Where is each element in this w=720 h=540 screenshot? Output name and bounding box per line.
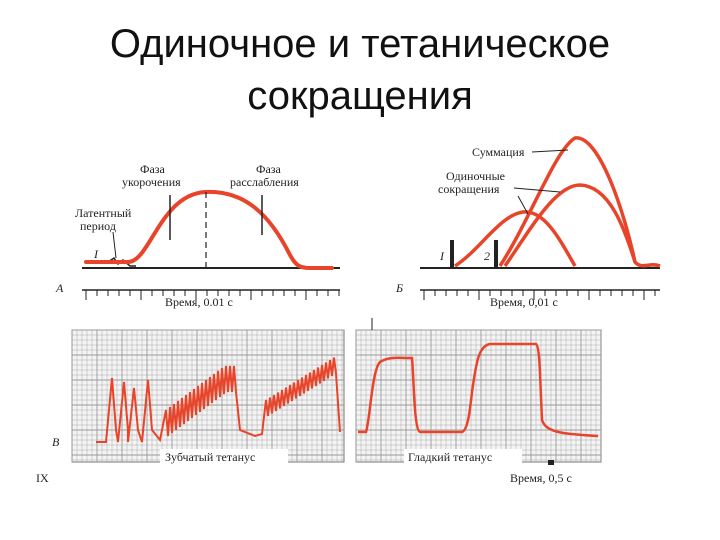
smooth-tetanus-trace-2	[444, 342, 599, 438]
panel-v-letter: В	[52, 435, 60, 449]
panel-b-single-pointer-2	[517, 195, 529, 215]
panel-b-summation-pointer	[531, 149, 569, 153]
panel-b-time-label: Время, 0,01 с	[490, 295, 558, 309]
panel-v: В Зубчатый тетанус Гладкий тетанус Время…	[36, 318, 602, 485]
title-line-2: сокращения	[247, 74, 473, 118]
panel-a-letter: А	[55, 281, 64, 295]
panel-b: I 2 Суммация Одиночные сокращения Б Врем…	[395, 136, 661, 309]
toothed-label-bg	[160, 449, 288, 464]
panel-a-time-label: Время, 0.01 с	[165, 295, 233, 309]
grid-lines	[71, 329, 602, 462]
panel-a-phase-short-2: укорочения	[122, 175, 181, 189]
toothed-tetanus-label: Зубчатый тетанус	[165, 450, 255, 464]
panel-b-twitch-2	[503, 183, 637, 267]
panel-b-single-2: сокращения	[438, 182, 500, 196]
slide-title: Одиночное и тетаническое сокращения	[0, 18, 720, 122]
panel-b-summation-label: Суммация	[472, 145, 525, 159]
smooth-label-bg	[404, 449, 522, 464]
panel-a-twitch-curve	[84, 189, 334, 270]
panel-b-single-1: Одиночные	[446, 169, 505, 183]
smooth-tetanus-trace-1	[358, 356, 444, 434]
panel-a-latent-1: Латентный	[75, 206, 132, 220]
panel-b-single-pointer-1	[513, 187, 561, 193]
panel-v-corner-mark: IX	[36, 471, 49, 485]
panel-a-phase-relax-2: расслабления	[230, 175, 299, 189]
panel-a-phase-relax-1: Фаза	[256, 162, 282, 176]
panel-a-latent-2: период	[80, 219, 116, 233]
panel-a-stim-number: I	[93, 247, 99, 261]
panel-b-twitch-1	[454, 210, 577, 268]
panel-a-time-ticks	[85, 290, 340, 300]
panel-b-stim-1-label: I	[439, 249, 445, 263]
panel-a: Фаза укорочения Фаза расслабления Латент…	[55, 162, 340, 309]
panel-b-time-ticks	[423, 290, 656, 300]
panel-b-summation-curve	[498, 136, 661, 268]
smooth-tetanus-label: Гладкий тетанус	[408, 450, 492, 464]
title-line-1: Одиночное и тетаническое	[109, 22, 611, 66]
panel-b-letter: Б	[395, 281, 403, 295]
time-marker-square	[548, 460, 554, 465]
panel-b-stim-2-label: 2	[484, 249, 490, 263]
toothed-tetanus-trace	[96, 357, 341, 443]
panel-a-phase-short-1: Фаза	[140, 162, 166, 176]
panel-a-latent-pointer	[112, 231, 117, 259]
panel-v-time-label: Время, 0,5 с	[510, 471, 572, 485]
